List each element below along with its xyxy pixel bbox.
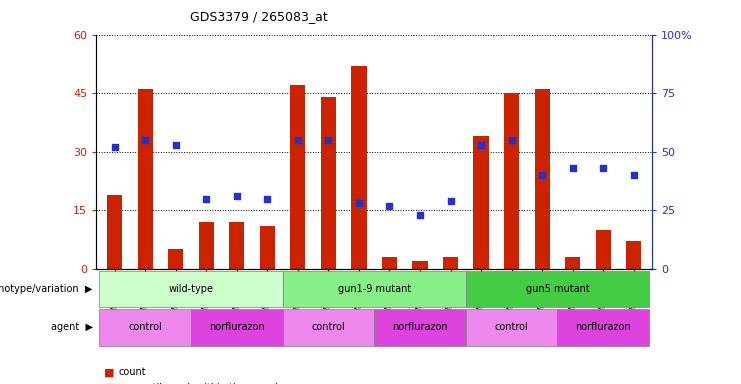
Bar [382, 257, 397, 269]
Point [384, 202, 396, 209]
Text: wild-type: wild-type [168, 284, 213, 294]
Bar [138, 89, 153, 269]
Text: norflurazon: norflurazon [392, 322, 448, 333]
FancyBboxPatch shape [282, 271, 466, 307]
Point [445, 198, 456, 204]
Bar [596, 230, 611, 269]
Bar [626, 242, 642, 269]
FancyBboxPatch shape [466, 309, 557, 346]
FancyBboxPatch shape [466, 271, 649, 307]
FancyBboxPatch shape [282, 309, 374, 346]
FancyBboxPatch shape [99, 271, 282, 307]
FancyBboxPatch shape [374, 309, 466, 346]
Point [139, 137, 151, 143]
Bar [199, 222, 214, 269]
Point [505, 137, 517, 143]
Bar [413, 261, 428, 269]
Point [475, 142, 487, 148]
Point [353, 200, 365, 206]
Text: gun5 mutant: gun5 mutant [525, 284, 589, 294]
Bar [534, 89, 550, 269]
Bar [504, 93, 519, 269]
FancyBboxPatch shape [557, 309, 649, 346]
Text: percentile rank within the sample: percentile rank within the sample [119, 383, 284, 384]
FancyBboxPatch shape [99, 309, 191, 346]
Text: norflurazon: norflurazon [576, 322, 631, 333]
Point [170, 142, 182, 148]
Point [414, 212, 426, 218]
Text: norflurazon: norflurazon [209, 322, 265, 333]
Point [567, 165, 579, 171]
Bar [168, 249, 183, 269]
Point [628, 172, 639, 178]
Bar [473, 136, 489, 269]
Bar [443, 257, 458, 269]
Bar [259, 226, 275, 269]
Point [536, 172, 548, 178]
Text: genotype/variation  ▶: genotype/variation ▶ [0, 284, 93, 294]
Bar [351, 66, 367, 269]
FancyBboxPatch shape [191, 309, 282, 346]
Point [322, 137, 334, 143]
Text: control: control [128, 322, 162, 333]
Bar [229, 222, 245, 269]
Point [262, 195, 273, 202]
Bar [321, 97, 336, 269]
Text: control: control [495, 322, 528, 333]
Text: gun1-9 mutant: gun1-9 mutant [338, 284, 411, 294]
Point [597, 165, 609, 171]
Point [231, 193, 243, 199]
Text: GDS3379 / 265083_at: GDS3379 / 265083_at [190, 10, 328, 23]
Text: agent  ▶: agent ▶ [50, 322, 93, 333]
Text: ■: ■ [104, 367, 114, 377]
Bar [107, 195, 122, 269]
Bar [290, 85, 305, 269]
Text: control: control [311, 322, 345, 333]
Point [200, 195, 212, 202]
Text: count: count [119, 367, 146, 377]
Point [292, 137, 304, 143]
Bar [565, 257, 580, 269]
Text: ■: ■ [104, 383, 114, 384]
Point [109, 144, 121, 150]
